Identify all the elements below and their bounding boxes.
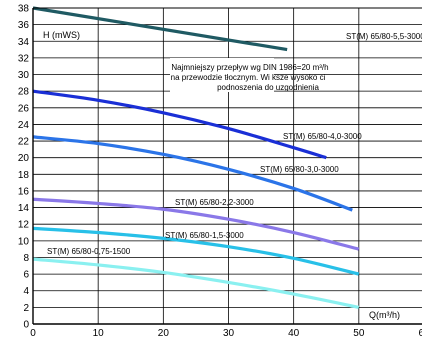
pump-curve-4 <box>32 226 360 276</box>
x-axis-title: Q(m³/h) <box>369 310 400 320</box>
y-tick-label: 4 <box>23 286 29 297</box>
pump-curve-3 <box>32 197 360 251</box>
curve-label-5-5: ST(M) 65/80-5,5-3000 <box>346 32 422 41</box>
y-tick-label: 22 <box>18 137 30 148</box>
note-box-background <box>170 58 274 92</box>
y-tick-label: 36 <box>18 20 30 31</box>
pump-curve-5 <box>32 257 360 309</box>
curve-label-3-0: ST(M) 65/80-3,0-3000 <box>260 165 339 174</box>
pump-curve-2 <box>32 135 353 212</box>
x-tick-label: 40 <box>288 328 300 339</box>
y-tick-label: 8 <box>23 253 29 264</box>
y-tick-label: 28 <box>18 87 30 98</box>
curve-label-0-75: ST(M) 65/80-0,75-1500 <box>47 247 131 256</box>
curves <box>32 6 360 309</box>
y-tick-label: 34 <box>18 37 30 48</box>
y-tick-label: 32 <box>18 53 30 64</box>
y-tick-label: 30 <box>18 70 30 81</box>
note-line-3: podnoszenia do uzgodnienia <box>217 83 319 92</box>
labels: H (mWS) Q(m³/h) Najmniejszy przepływ wg … <box>43 30 422 320</box>
note-line-1: Najmniejszy przepływ wg DIN 1986=20 m³/h <box>171 63 328 72</box>
curve-label-2-2: ST(M) 65/80-2,2-3000 <box>175 198 254 207</box>
grid <box>32 7 422 325</box>
y-tick-label: 2 <box>23 303 29 314</box>
y-tick-label: 24 <box>18 120 30 131</box>
y-tick-label: 14 <box>18 203 30 214</box>
y-axis-title: H (mWS) <box>43 30 80 40</box>
x-tick-label: 60 <box>418 328 422 339</box>
note-line-2: na przewodzie tłocznym. Wi ksze wysoko c… <box>171 73 326 82</box>
x-tick-label: 10 <box>93 328 105 339</box>
y-tick-label: 16 <box>18 186 30 197</box>
y-tick-label: 20 <box>18 153 30 164</box>
y-tick-label: 6 <box>23 270 29 281</box>
y-tick-label: 0 <box>23 320 29 331</box>
curve-label-1-5: ST(M) 65/80-1,5-3000 <box>165 231 244 240</box>
curve-label-4-0: ST(M) 65/80-4,0-3000 <box>283 132 362 141</box>
x-tick-label: 30 <box>223 328 235 339</box>
y-tick-label: 12 <box>18 220 30 231</box>
y-tick-label: 38 <box>18 4 30 15</box>
y-tick-label: 18 <box>18 170 30 181</box>
pump-curve-0 <box>32 6 288 52</box>
x-tick-label: 50 <box>353 328 365 339</box>
x-tick-label: 0 <box>30 328 36 339</box>
y-tick-label: 26 <box>18 103 30 114</box>
y-tick-label: 10 <box>18 236 30 247</box>
pump-curve-1 <box>32 89 327 160</box>
note-box: Najmniejszy przepływ wg DIN 1986=20 m³/h… <box>170 58 329 92</box>
x-tick-label: 20 <box>158 328 170 339</box>
